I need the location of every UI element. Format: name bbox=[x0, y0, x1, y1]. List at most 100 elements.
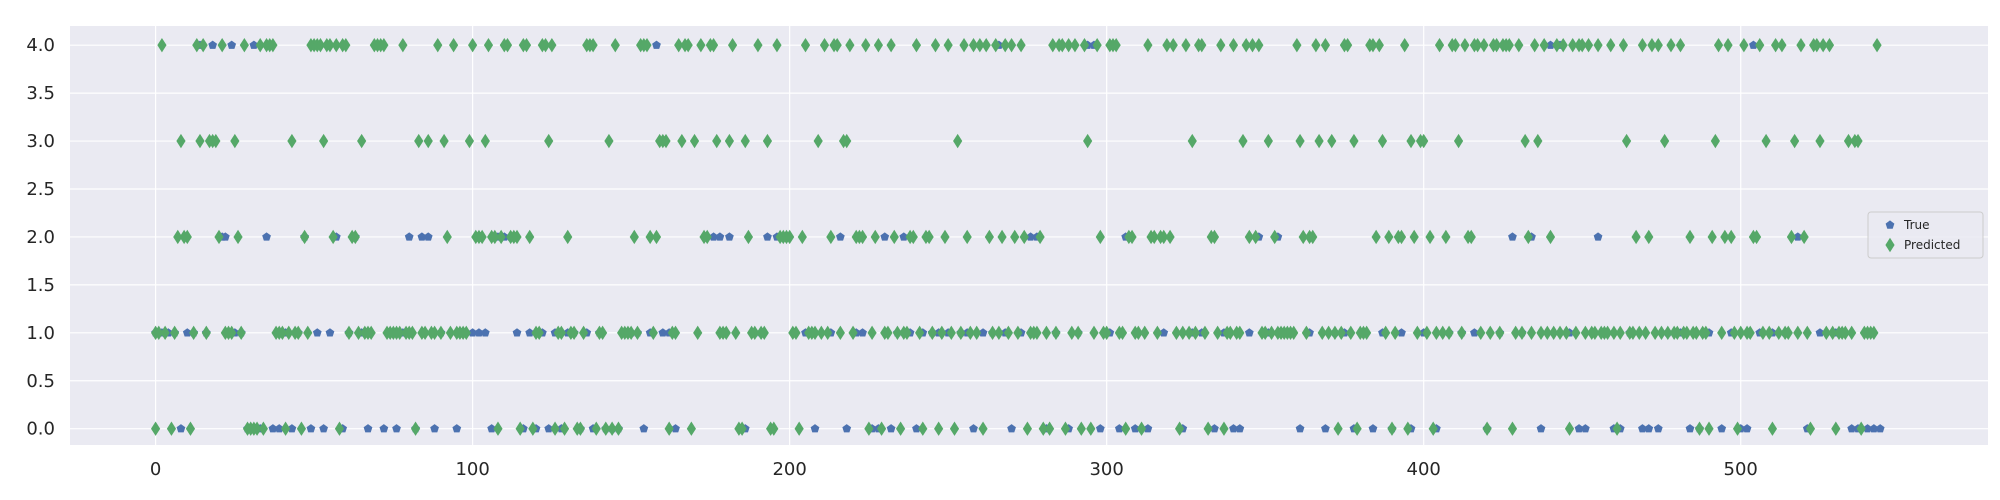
predicted-point bbox=[1190, 325, 1201, 341]
predicted-point bbox=[1121, 421, 1131, 436]
predicted-point bbox=[1270, 229, 1280, 245]
predicted-point bbox=[366, 325, 376, 341]
predicted-point bbox=[762, 133, 773, 149]
predicted-point bbox=[1568, 37, 1578, 53]
predicted-point bbox=[785, 229, 795, 245]
predicted-point bbox=[610, 37, 620, 53]
predicted-point bbox=[268, 37, 278, 53]
predicted-point bbox=[800, 37, 811, 53]
predicted-point bbox=[1425, 229, 1435, 245]
true-point bbox=[480, 328, 490, 337]
predicted-point bbox=[1751, 229, 1762, 245]
predicted-point bbox=[696, 37, 706, 53]
predicted-point bbox=[1260, 325, 1270, 341]
predicted-point bbox=[712, 133, 722, 149]
predicted-point bbox=[521, 37, 532, 53]
predicted-point bbox=[870, 229, 880, 245]
predicted-point bbox=[1320, 37, 1331, 53]
predicted-point bbox=[1178, 325, 1188, 341]
true-point bbox=[1130, 424, 1140, 433]
predicted-point bbox=[1517, 325, 1527, 341]
predicted-point bbox=[1644, 229, 1654, 245]
predicted-point bbox=[1301, 325, 1311, 341]
predicted-point bbox=[962, 229, 972, 245]
predicted-point bbox=[1761, 133, 1771, 149]
predicted-point bbox=[1092, 37, 1102, 53]
true-point bbox=[880, 232, 890, 241]
axis-tick-labels: 0 100 200 300 400 500 0.0 0.5 1.0 1.5 2.0 2.5 3.0 3.5… bbox=[26, 35, 1758, 480]
x-tick-label: 500 bbox=[1724, 459, 1758, 480]
predicted-point bbox=[1656, 325, 1667, 341]
predicted-point bbox=[1561, 325, 1571, 341]
predicted-point bbox=[1666, 37, 1676, 53]
true-point bbox=[1295, 424, 1305, 433]
predicted-point bbox=[334, 421, 345, 436]
predicted-point bbox=[1840, 325, 1850, 341]
predicted-point bbox=[1127, 229, 1137, 245]
predicted-point bbox=[1295, 133, 1305, 149]
predicted-point bbox=[578, 325, 589, 341]
legend-predicted-symbol bbox=[1885, 237, 1895, 253]
true-point bbox=[268, 424, 278, 433]
predicted-point bbox=[946, 325, 956, 341]
predicted-point bbox=[525, 229, 535, 245]
predicted-point bbox=[686, 421, 696, 436]
predicted-point bbox=[1387, 421, 1397, 436]
predicted-point bbox=[772, 37, 782, 53]
y-tick-label: 0.5 bbox=[26, 371, 55, 392]
predicted-point bbox=[861, 37, 871, 53]
predicted-point bbox=[1064, 37, 1074, 53]
predicted-point bbox=[591, 421, 601, 436]
predicted-point bbox=[1162, 37, 1172, 53]
predicted-point bbox=[331, 37, 341, 53]
predicted-point bbox=[563, 229, 573, 245]
predicted-point bbox=[319, 133, 329, 149]
predicted-point bbox=[468, 37, 478, 53]
predicted-point bbox=[258, 421, 268, 436]
true-point bbox=[899, 232, 909, 241]
predicted-point bbox=[176, 133, 186, 149]
predicted-point bbox=[664, 421, 674, 436]
predicted-point bbox=[1720, 229, 1730, 245]
predicted-point bbox=[1377, 133, 1388, 149]
predicted-point bbox=[154, 325, 164, 341]
predicted-point bbox=[1856, 421, 1866, 436]
predicted-point bbox=[1729, 325, 1739, 341]
true-point bbox=[1114, 424, 1124, 433]
predicted-point bbox=[433, 37, 443, 53]
true-point bbox=[306, 424, 316, 433]
predicted-point bbox=[1203, 421, 1213, 436]
predicted-point bbox=[410, 421, 421, 436]
predicted-point bbox=[550, 421, 560, 436]
true-point bbox=[208, 40, 218, 49]
true-point bbox=[715, 232, 725, 241]
predicted-point bbox=[1374, 37, 1384, 53]
predicted-point bbox=[702, 229, 712, 245]
predicted-point bbox=[1577, 37, 1587, 53]
predicted-point bbox=[721, 325, 731, 341]
predicted-point bbox=[1504, 37, 1514, 53]
predicted-point bbox=[1171, 325, 1182, 341]
predicted-point bbox=[515, 421, 525, 436]
predicted-point bbox=[1647, 37, 1657, 53]
true-point bbox=[763, 232, 772, 241]
predicted-point bbox=[328, 229, 338, 245]
true-point bbox=[1546, 40, 1555, 49]
predicted-point bbox=[407, 325, 417, 341]
predicted-point bbox=[965, 325, 975, 341]
predicted-point bbox=[959, 37, 969, 53]
predicted-point bbox=[661, 133, 671, 149]
predicted-point bbox=[170, 325, 180, 341]
predicted-point bbox=[528, 421, 538, 436]
predicted-point bbox=[1631, 229, 1641, 245]
legend-true-label: True bbox=[1903, 218, 1930, 232]
predicted-point bbox=[1133, 325, 1143, 341]
predicted-point bbox=[1821, 325, 1831, 341]
predicted-point bbox=[1035, 229, 1045, 245]
predicted-point bbox=[325, 37, 335, 53]
predicted-point bbox=[1333, 421, 1343, 436]
predicted-point bbox=[810, 325, 820, 341]
predicted-point bbox=[1824, 37, 1835, 53]
true-point bbox=[658, 328, 668, 337]
predicted-point bbox=[445, 325, 456, 341]
